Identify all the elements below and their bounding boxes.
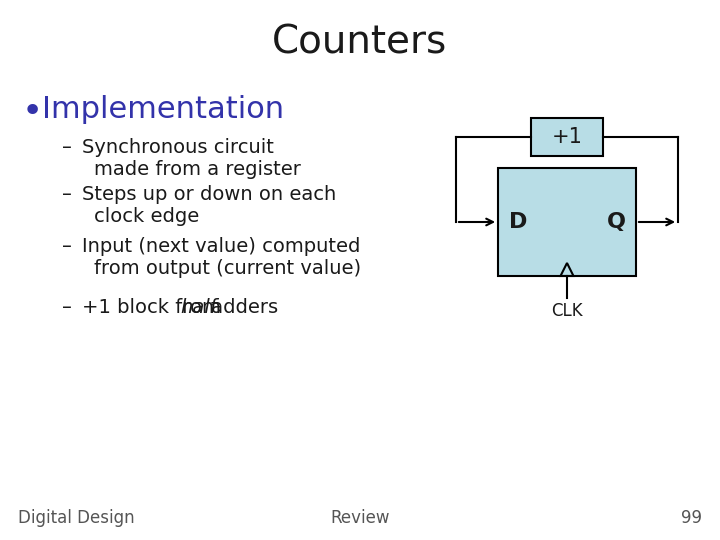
Text: Review: Review (330, 509, 390, 527)
Text: Synchronous circuit: Synchronous circuit (82, 138, 274, 157)
Text: half: half (180, 298, 217, 317)
Text: +1 block from: +1 block from (82, 298, 227, 317)
Text: CLK: CLK (552, 302, 582, 320)
Text: Steps up or down on each: Steps up or down on each (82, 185, 336, 204)
Text: adders: adders (204, 298, 278, 317)
Text: +1: +1 (552, 127, 582, 147)
Text: –: – (62, 237, 72, 256)
Bar (531, 118, 603, 156)
Text: D: D (509, 212, 527, 232)
Text: Counters: Counters (272, 23, 448, 61)
Text: –: – (62, 185, 72, 204)
Text: clock edge: clock edge (94, 207, 199, 226)
Text: 99: 99 (681, 509, 702, 527)
Text: from output (current value): from output (current value) (94, 259, 361, 278)
Bar (498, 168, 636, 276)
Text: Input (next value) computed: Input (next value) computed (82, 237, 361, 256)
Text: –: – (62, 298, 72, 317)
Text: Digital Design: Digital Design (18, 509, 135, 527)
Text: made from a register: made from a register (94, 160, 301, 179)
Text: –: – (62, 138, 72, 157)
Text: Q: Q (606, 212, 626, 232)
Text: Implementation: Implementation (42, 95, 284, 124)
Text: •: • (22, 95, 43, 129)
